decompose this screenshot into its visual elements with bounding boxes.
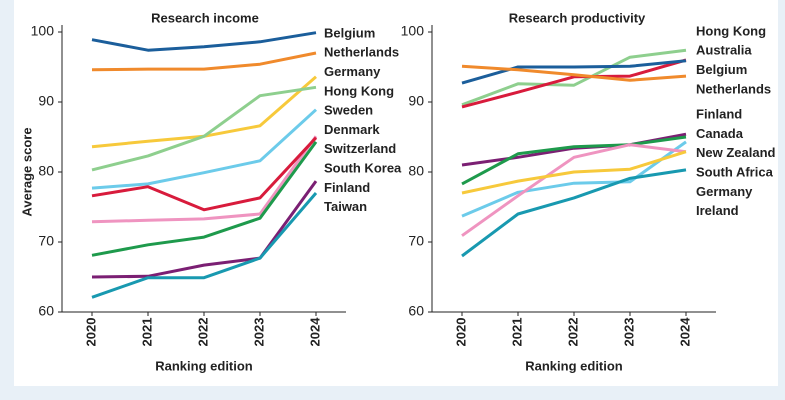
- line: [461, 58, 687, 109]
- legend-label: Belgium: [324, 25, 375, 40]
- x-axis-title: Ranking edition: [155, 358, 253, 373]
- line: [461, 64, 687, 82]
- legend-label: Sweden: [324, 103, 373, 118]
- legend-label: South Korea: [324, 161, 402, 176]
- legend-label: Ireland: [696, 203, 739, 218]
- x-tick-label: 2024: [677, 317, 692, 347]
- x-tick-label: 2023: [251, 318, 266, 347]
- x-tick-label: 2022: [195, 318, 210, 347]
- x-tick-label: 2024: [307, 317, 322, 347]
- line: [461, 140, 687, 218]
- line: [91, 135, 318, 224]
- x-tick-label: 2022: [565, 318, 580, 347]
- x-axis-title: Ranking edition: [525, 358, 623, 373]
- legend-label: Belgium: [696, 62, 747, 77]
- line: [461, 150, 687, 195]
- y-tick-label: 70: [408, 233, 424, 249]
- legend-label: Netherlands: [324, 45, 399, 60]
- legend-label: South Africa: [696, 165, 774, 180]
- legend-label: Taiwan: [324, 199, 367, 214]
- x-tick-label: 2021: [139, 318, 154, 347]
- line: [461, 59, 687, 85]
- chart-title: Research income: [151, 10, 259, 25]
- legend-label: Finland: [696, 107, 742, 122]
- x-tick-label: 2021: [509, 318, 524, 347]
- legend-label: New Zealand: [696, 145, 776, 160]
- legend-label: Switzerland: [324, 141, 396, 156]
- line: [91, 136, 318, 212]
- y-tick-label: 100: [31, 23, 55, 39]
- chart-title: Research productivity: [509, 10, 646, 25]
- legend-label: Finland: [324, 180, 370, 195]
- legend-label: Hong Kong: [324, 83, 394, 98]
- y-tick-label: 80: [408, 163, 424, 179]
- y-tick-label: 70: [38, 233, 54, 249]
- y-tick-label: 80: [38, 163, 54, 179]
- line: [461, 135, 687, 186]
- x-tick-label: 2020: [453, 318, 468, 347]
- legend-label: Germany: [324, 64, 381, 79]
- line: [461, 143, 687, 237]
- y-tick-label: 60: [38, 303, 54, 319]
- y-tick-label: 90: [38, 93, 54, 109]
- line: [91, 51, 317, 72]
- legend-label: Denmark: [324, 122, 380, 137]
- legend-label: Germany: [696, 184, 753, 199]
- line: [91, 85, 317, 172]
- line: [461, 48, 687, 107]
- line: [91, 31, 317, 52]
- legend-label: Hong Kong: [696, 23, 766, 38]
- line: [91, 141, 318, 257]
- y-tick-label: 60: [408, 303, 424, 319]
- legend-label: Canada: [696, 126, 744, 141]
- legend-label: Netherlands: [696, 81, 771, 96]
- line: [91, 192, 318, 299]
- line: [461, 168, 687, 258]
- x-tick-label: 2020: [83, 318, 98, 347]
- y-axis-title: Average score: [19, 127, 34, 216]
- y-tick-label: 100: [401, 23, 425, 39]
- x-tick-label: 2023: [621, 318, 636, 347]
- line: [91, 108, 318, 190]
- legend-label: Australia: [696, 43, 752, 58]
- y-tick-label: 90: [408, 93, 424, 109]
- line: [91, 180, 318, 279]
